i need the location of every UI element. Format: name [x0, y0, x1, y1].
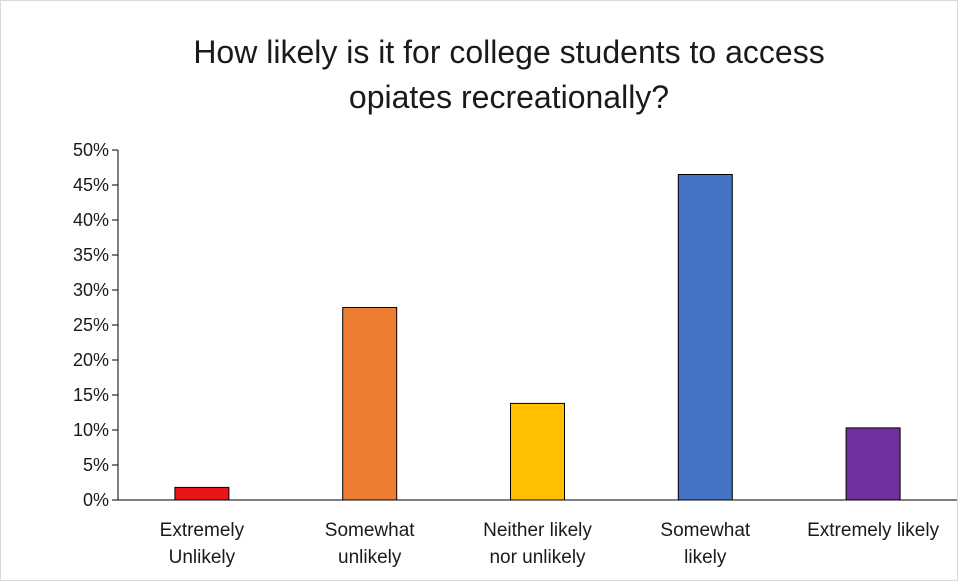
y-tick-label: 30%	[73, 280, 109, 300]
y-tick-label: 15%	[73, 385, 109, 405]
x-category-label: Somewhat	[325, 520, 415, 541]
y-tick-label: 10%	[73, 420, 109, 440]
x-category-label: likely	[684, 547, 727, 568]
chart-title-line: How likely is it for college students to…	[193, 34, 824, 70]
chart-title-line: opiates recreationally?	[349, 79, 669, 115]
category-labels: Extremely Unlikely Somewhat unlikely Neither…	[160, 520, 940, 568]
bar	[845, 427, 901, 501]
bar	[342, 307, 398, 501]
y-tick-label: 50%	[73, 140, 109, 160]
x-category-label: unlikely	[338, 547, 402, 568]
chart-title: How likely is it for college students to…	[193, 34, 824, 115]
x-category-label: nor unlikely	[489, 547, 586, 568]
y-tick-label: 40%	[73, 210, 109, 230]
bars	[174, 174, 901, 501]
x-category-label: Neither likely	[483, 520, 592, 541]
x-category-label: Somewhat	[660, 520, 750, 541]
y-tick-label: 25%	[73, 315, 109, 335]
x-category-label: Extremely	[160, 520, 245, 541]
bar	[677, 174, 733, 501]
bar	[174, 486, 230, 501]
bar	[510, 402, 565, 501]
x-category-label: Unlikely	[169, 547, 236, 568]
y-tick-label: 0%	[83, 490, 109, 510]
y-tick-label: 5%	[83, 455, 109, 475]
y-tick-label: 35%	[73, 245, 109, 265]
y-tick-label: 45%	[73, 175, 109, 195]
x-category-label: Extremely likely	[807, 520, 939, 541]
y-axis: 0% 5% 10% 15% 20% 25% 30% 35% 40% 45% 50%	[73, 140, 119, 510]
y-tick-label: 20%	[73, 350, 109, 370]
